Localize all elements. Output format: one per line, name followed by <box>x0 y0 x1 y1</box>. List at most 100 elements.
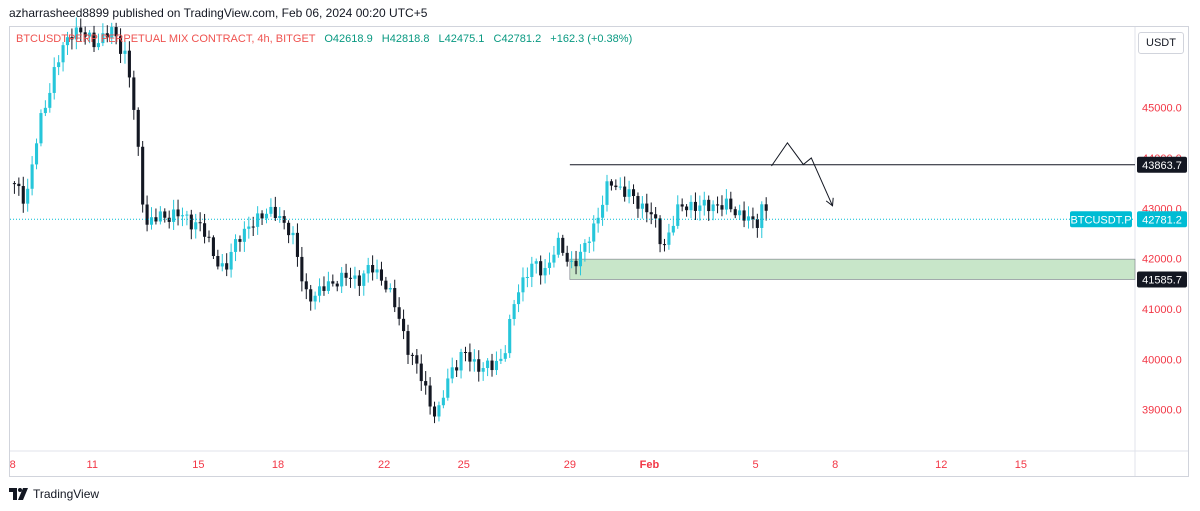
legend-ohlc: O42618.9 H42818.8 L42475.1 C42781.2 +162… <box>324 33 638 45</box>
candle-body <box>654 214 658 219</box>
legend-close: C42781.2 <box>493 33 542 45</box>
candle-body <box>172 209 176 222</box>
time-tick-label: 12 <box>935 459 947 471</box>
candle-body <box>556 237 560 255</box>
candle-body <box>57 62 61 68</box>
candle-body <box>459 352 463 371</box>
candle-body <box>114 27 118 37</box>
candle-body <box>707 199 711 212</box>
candle-body <box>366 265 370 274</box>
candle-body <box>176 209 180 217</box>
candle-body <box>326 281 330 291</box>
price-tick-label: 45000.0 <box>1142 103 1182 115</box>
candle-body <box>614 185 618 188</box>
candle-body <box>711 204 715 212</box>
candle-body <box>729 198 733 210</box>
candle-body <box>74 27 78 40</box>
candle-body <box>618 186 622 188</box>
candle-body <box>760 204 764 228</box>
candle-body <box>194 222 198 230</box>
legend-high: H42818.8 <box>381 33 430 45</box>
candle-body <box>375 269 379 273</box>
candle-body <box>552 254 556 263</box>
candle-body <box>406 331 410 355</box>
candle-body <box>185 214 189 216</box>
candle-body <box>362 273 366 286</box>
candle-body <box>220 263 224 267</box>
candle-body <box>101 33 105 44</box>
candle-body <box>481 368 485 372</box>
candle-body <box>344 272 348 278</box>
candle-body <box>702 199 706 206</box>
price-tick-label: 40000.0 <box>1142 354 1182 366</box>
time-tick-label: 18 <box>272 459 284 471</box>
candle-body <box>203 223 207 237</box>
candle-body <box>764 204 768 211</box>
candle-body <box>627 189 631 197</box>
candle-body <box>127 50 131 78</box>
candle-body <box>357 275 361 286</box>
candle-body <box>455 367 459 371</box>
price-tick-label: 41000.0 <box>1142 304 1182 316</box>
candle-body <box>251 226 255 228</box>
time-tick-label: 29 <box>564 459 576 471</box>
candle-body <box>432 406 437 417</box>
candle-body <box>751 216 755 220</box>
time-tick-label: 15 <box>192 459 204 471</box>
time-tick-label: 11 <box>87 459 98 471</box>
candle-body <box>685 206 689 211</box>
candle-body <box>490 360 494 371</box>
last-price-label: 42781.2 <box>1142 214 1182 226</box>
legend-open: O42618.9 <box>324 33 373 45</box>
candle-body <box>278 216 282 218</box>
candle-body <box>424 381 428 386</box>
candle-body <box>39 113 43 144</box>
candle-body <box>70 37 74 40</box>
candle-body <box>676 204 680 226</box>
time-tick-label: 25 <box>458 459 470 471</box>
candle-body <box>662 244 667 246</box>
candle-body <box>158 211 162 222</box>
candle-body <box>12 183 16 185</box>
candle-body <box>437 405 441 417</box>
support-zone <box>569 258 1136 280</box>
time-tick-label: 22 <box>378 459 390 471</box>
candle-body <box>300 256 304 282</box>
candle-body <box>539 261 543 276</box>
candle-body <box>371 265 375 273</box>
candle-body <box>755 219 759 228</box>
candle-body <box>145 204 149 225</box>
candle-body <box>605 181 609 205</box>
candle-body <box>547 262 552 268</box>
candle-body <box>583 242 587 252</box>
candle-body <box>477 359 481 372</box>
candle-body <box>233 239 238 252</box>
chart-legend: BTCUSDTPERP PERPETUAL MIX CONTRACT, 4h, … <box>16 33 638 45</box>
currency-selector[interactable]: USDT <box>1138 32 1184 54</box>
candle-body <box>353 275 357 279</box>
candle-body <box>446 378 450 398</box>
candle-body <box>640 203 644 209</box>
time-tick-label: 8 <box>10 459 16 471</box>
candle-body <box>48 92 52 108</box>
candle-body <box>720 205 724 210</box>
chart-frame <box>9 26 1189 477</box>
candle-body <box>512 304 516 319</box>
candle-body <box>30 164 34 189</box>
candle-body <box>43 107 47 114</box>
candle-body <box>733 209 737 216</box>
candle-body <box>468 352 472 362</box>
candle-body <box>384 280 388 290</box>
candle-body <box>65 37 70 46</box>
candle-body <box>242 228 246 242</box>
candle-body <box>609 181 613 186</box>
candle-body <box>534 261 538 264</box>
candle-body <box>269 206 273 214</box>
tradingview-brand[interactable]: TradingView <box>9 487 99 501</box>
candle-body <box>689 201 693 211</box>
candle-body <box>92 32 96 48</box>
candle-body <box>517 292 521 305</box>
candle-body <box>698 205 702 211</box>
symbol-badge <box>1070 211 1132 228</box>
